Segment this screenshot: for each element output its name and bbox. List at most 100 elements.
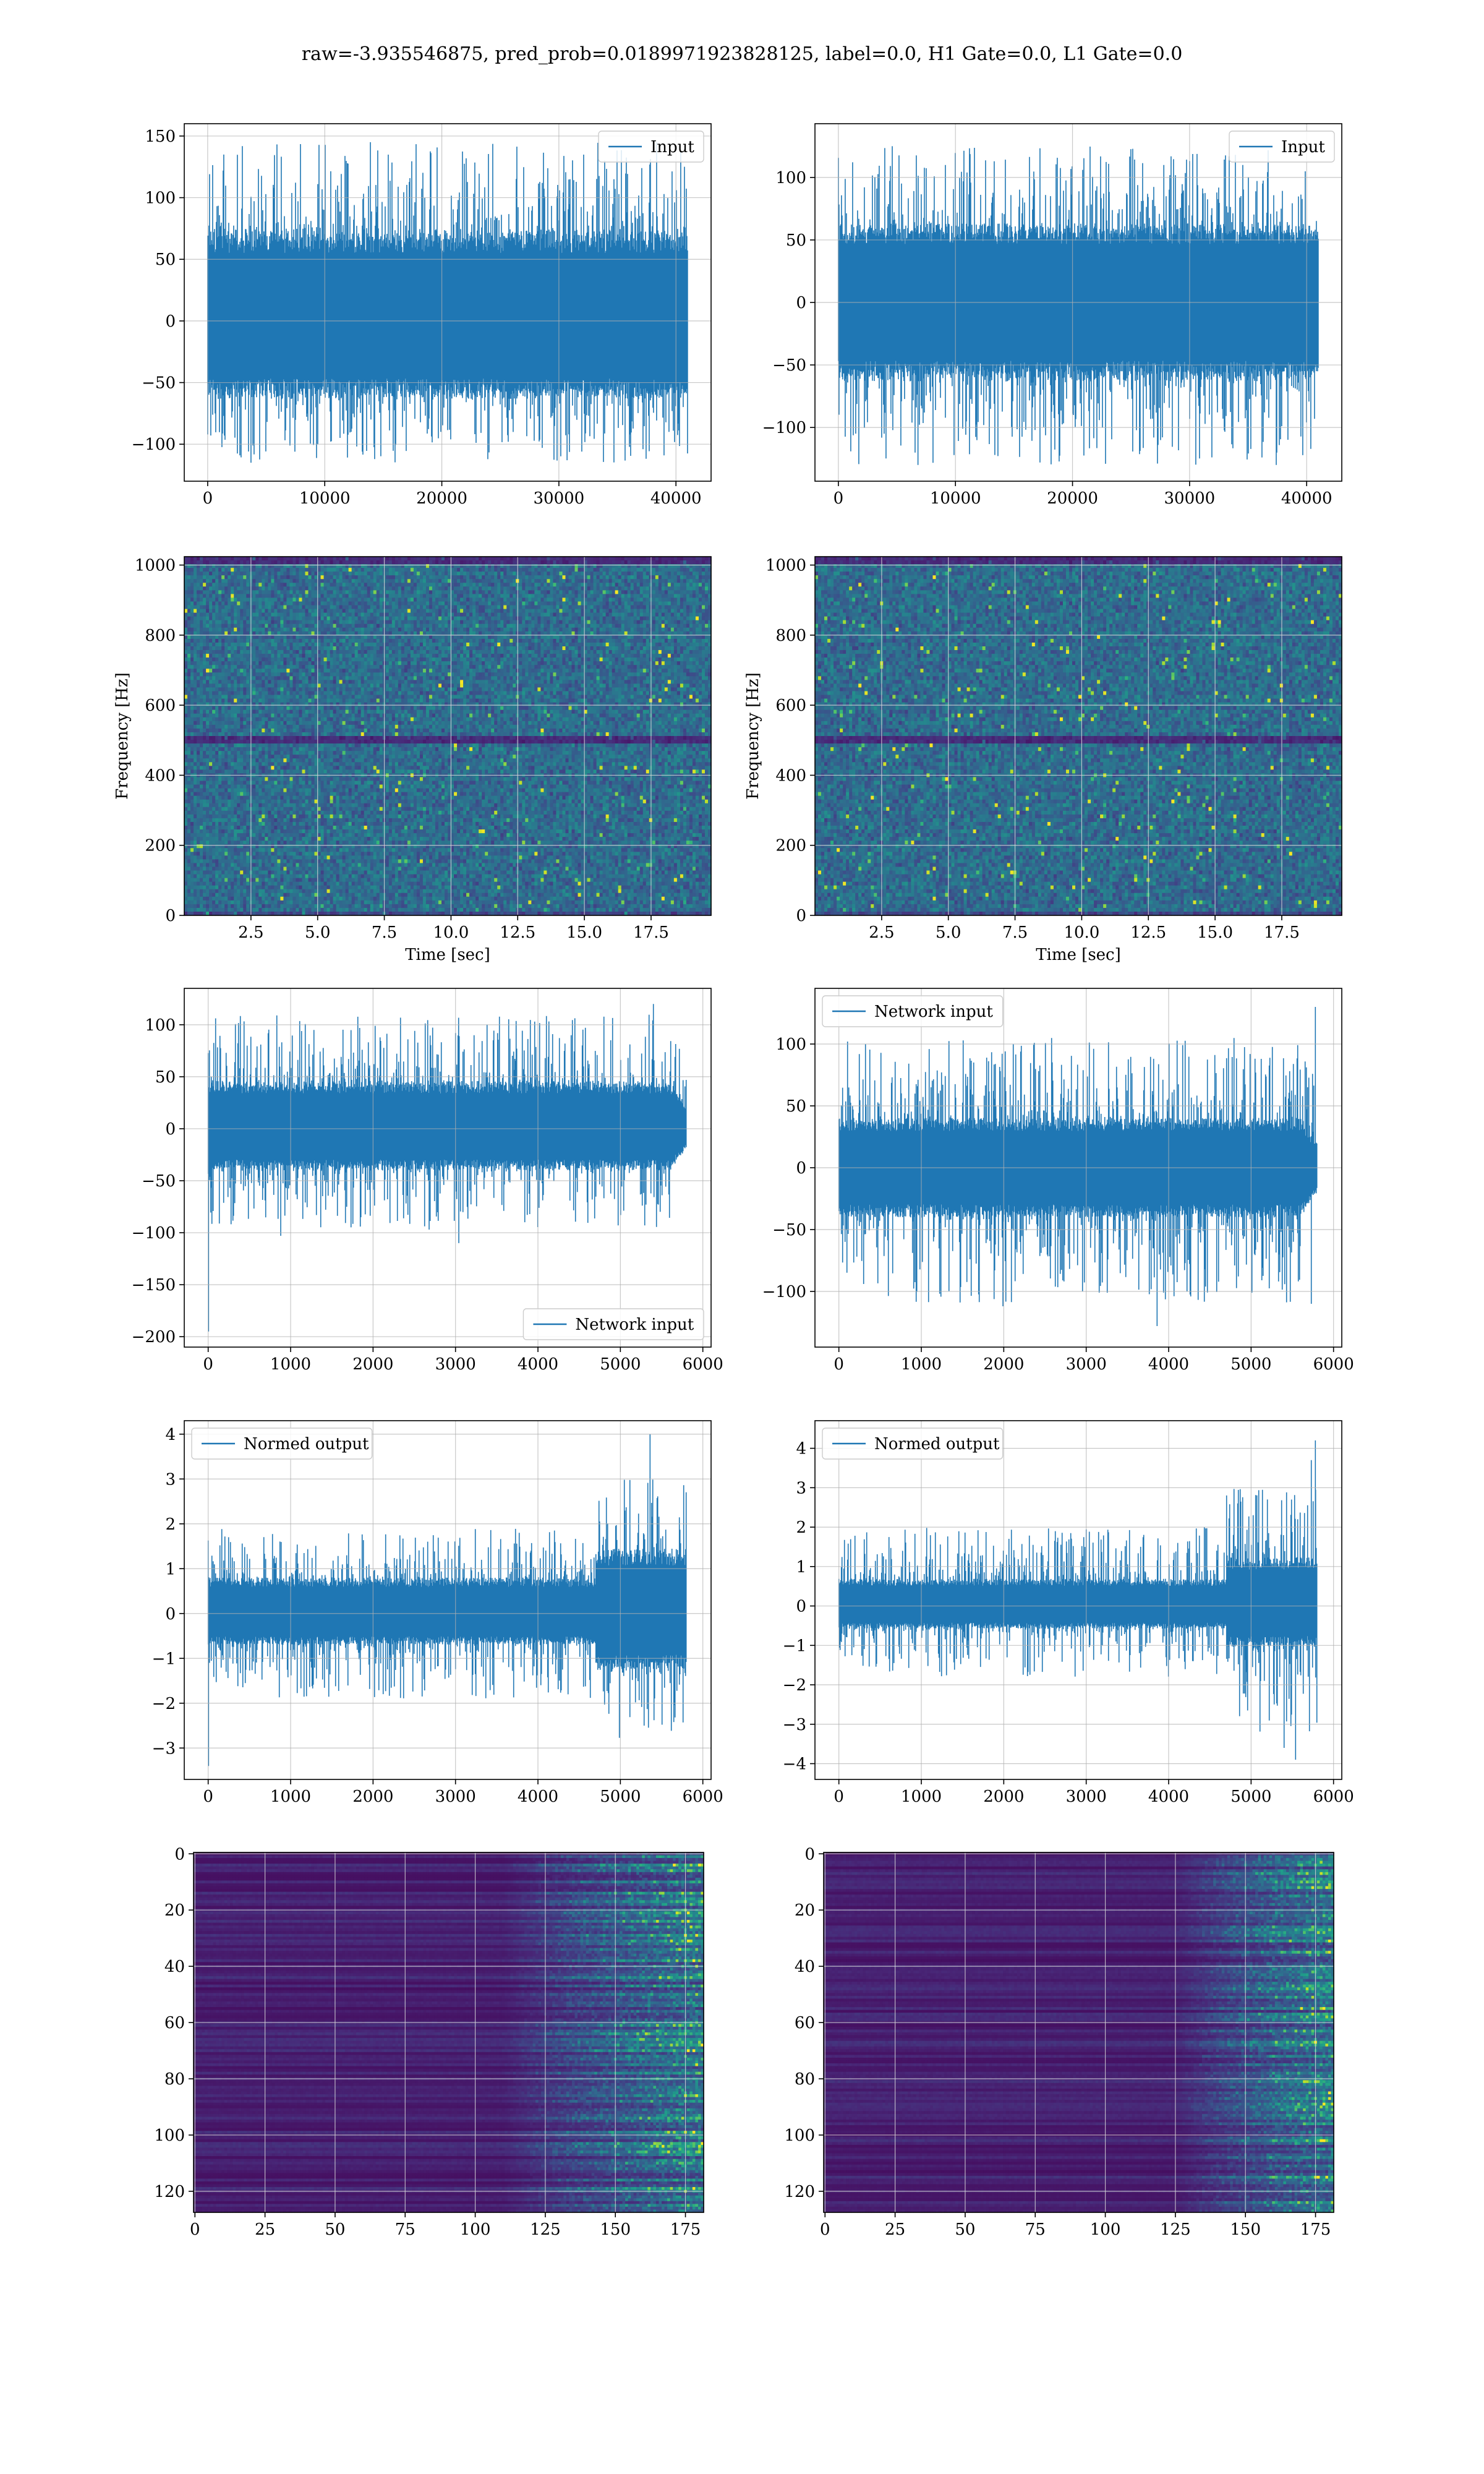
y-tick-label: 40 xyxy=(795,1958,815,1976)
y-tick-label: 1000 xyxy=(135,557,176,575)
x-tick-label: 2000 xyxy=(983,1787,1024,1806)
x-tick-label: 1000 xyxy=(901,1787,942,1806)
x-tick-label: 3000 xyxy=(1066,1787,1107,1806)
x-tick-label: 5000 xyxy=(1230,1787,1271,1806)
x-tick-label: 5.0 xyxy=(936,923,961,942)
y-tick-label: 4 xyxy=(165,1426,176,1444)
chart-r2c1: 2.5 5.0 7.5 10.0 12.5 15.0 17.5020040060080010… xyxy=(113,557,712,964)
x-tick-label: 100 xyxy=(460,2220,491,2239)
x-tick-label: 0 xyxy=(203,1355,213,1374)
y-tick-label: 400 xyxy=(145,766,176,785)
y-tick-label: 0 xyxy=(165,1120,176,1139)
x-tick-label: 7.5 xyxy=(372,923,397,942)
x-tick-label: 5000 xyxy=(1230,1355,1271,1374)
x-tick-label: 2000 xyxy=(352,1787,393,1806)
legend-label: Network input xyxy=(575,1316,694,1334)
x-tick-label: 10.0 xyxy=(1064,923,1099,942)
x-tick-label: 0 xyxy=(834,489,844,508)
legend: Normed output xyxy=(192,1428,372,1459)
x-tick-label: 17.5 xyxy=(633,923,669,942)
x-tick-label: 4000 xyxy=(518,1355,558,1374)
legend-label: Input xyxy=(650,138,694,156)
y-tick-label: 0 xyxy=(165,312,176,331)
x-tick-label: 4000 xyxy=(1148,1355,1189,1374)
x-tick-label: 15.0 xyxy=(1197,923,1233,942)
x-axis-label: Time [sec] xyxy=(405,946,490,964)
y-tick-label: −2 xyxy=(783,1676,806,1695)
y-tick-label: −200 xyxy=(132,1328,176,1346)
y-tick-label: 400 xyxy=(775,766,806,785)
x-tick-label: 3000 xyxy=(1066,1355,1107,1374)
chart-r3c2: 0 1000 2000 3000 4000 5000 6000−100−50050100Ne… xyxy=(762,988,1354,1374)
y-tick-label: −2 xyxy=(152,1695,176,1713)
y-tick-label: 600 xyxy=(775,696,806,715)
x-tick-label: 50 xyxy=(325,2220,345,2239)
y-tick-label: 200 xyxy=(775,837,806,855)
y-tick-label: 50 xyxy=(786,1097,806,1116)
x-tick-label: 6000 xyxy=(683,1355,723,1374)
y-tick-label: 4 xyxy=(796,1440,806,1458)
x-tick-label: 3000 xyxy=(435,1787,476,1806)
y-tick-label: 100 xyxy=(775,169,806,187)
y-tick-label: 3 xyxy=(165,1470,176,1489)
x-tick-label: 1000 xyxy=(270,1355,311,1374)
chart-r4c1: 0 1000 2000 3000 4000 5000 6000−3−2−101234Norm… xyxy=(152,1421,723,1806)
y-tick-label: −100 xyxy=(132,1224,176,1243)
legend-label: Normed output xyxy=(874,1435,1000,1453)
x-tick-label: 30000 xyxy=(1164,489,1216,508)
x-tick-label: 2000 xyxy=(352,1355,393,1374)
legend: Network input xyxy=(523,1309,704,1340)
y-tick-label: 1 xyxy=(165,1560,176,1578)
x-tick-label: 125 xyxy=(1160,2220,1191,2239)
series-r4c1 xyxy=(208,1434,686,1766)
y-tick-label: −100 xyxy=(762,419,806,437)
x-tick-label: 5.0 xyxy=(305,923,330,942)
y-tick-label: 120 xyxy=(154,2183,185,2201)
y-axis-label: Frequency [Hz] xyxy=(744,672,762,800)
x-tick-label: 0 xyxy=(834,1787,844,1806)
x-tick-label: 175 xyxy=(670,2220,701,2239)
x-tick-label: 4000 xyxy=(518,1787,558,1806)
legend-label: Network input xyxy=(874,1003,993,1021)
y-tick-label: 150 xyxy=(145,127,176,146)
series-r1c2 xyxy=(838,146,1318,464)
y-tick-label: −50 xyxy=(142,374,176,393)
y-tick-label: −4 xyxy=(783,1755,806,1774)
y-tick-label: 80 xyxy=(795,2070,815,2089)
x-tick-label: 25 xyxy=(255,2220,275,2239)
legend: Input xyxy=(1229,131,1334,162)
x-tick-label: 2.5 xyxy=(238,923,263,942)
y-tick-label: 3 xyxy=(796,1479,806,1497)
y-tick-label: 0 xyxy=(796,1598,806,1616)
y-tick-label: 20 xyxy=(164,1901,185,1920)
y-tick-label: 100 xyxy=(775,1035,806,1054)
x-tick-label: 50 xyxy=(955,2220,975,2239)
y-tick-label: −50 xyxy=(772,356,806,375)
legend-label: Input xyxy=(1281,138,1325,156)
x-tick-label: 17.5 xyxy=(1264,923,1300,942)
x-tick-label: 150 xyxy=(600,2220,631,2239)
x-tick-label: 1000 xyxy=(270,1787,311,1806)
x-tick-label: 100 xyxy=(1090,2220,1121,2239)
y-tick-label: −3 xyxy=(152,1739,176,1758)
x-tick-label: 0 xyxy=(203,489,213,508)
heatmap-r2c2 xyxy=(815,557,1342,916)
x-tick-label: 75 xyxy=(395,2220,416,2239)
y-tick-label: −1 xyxy=(783,1637,806,1655)
y-tick-label: 20 xyxy=(795,1901,815,1920)
x-tick-label: 0 xyxy=(834,1355,844,1374)
x-tick-label: 150 xyxy=(1230,2220,1261,2239)
legend: Normed output xyxy=(822,1428,1003,1459)
x-tick-label: 3000 xyxy=(435,1355,476,1374)
x-tick-label: 2000 xyxy=(983,1355,1024,1374)
y-tick-label: 100 xyxy=(145,1016,176,1035)
x-tick-label: 12.5 xyxy=(1130,923,1166,942)
y-tick-label: −100 xyxy=(762,1283,806,1301)
y-tick-label: 0 xyxy=(165,1605,176,1624)
heatmap-r2c1 xyxy=(184,557,712,916)
y-tick-label: 80 xyxy=(164,2070,185,2089)
x-tick-label: 75 xyxy=(1025,2220,1046,2239)
